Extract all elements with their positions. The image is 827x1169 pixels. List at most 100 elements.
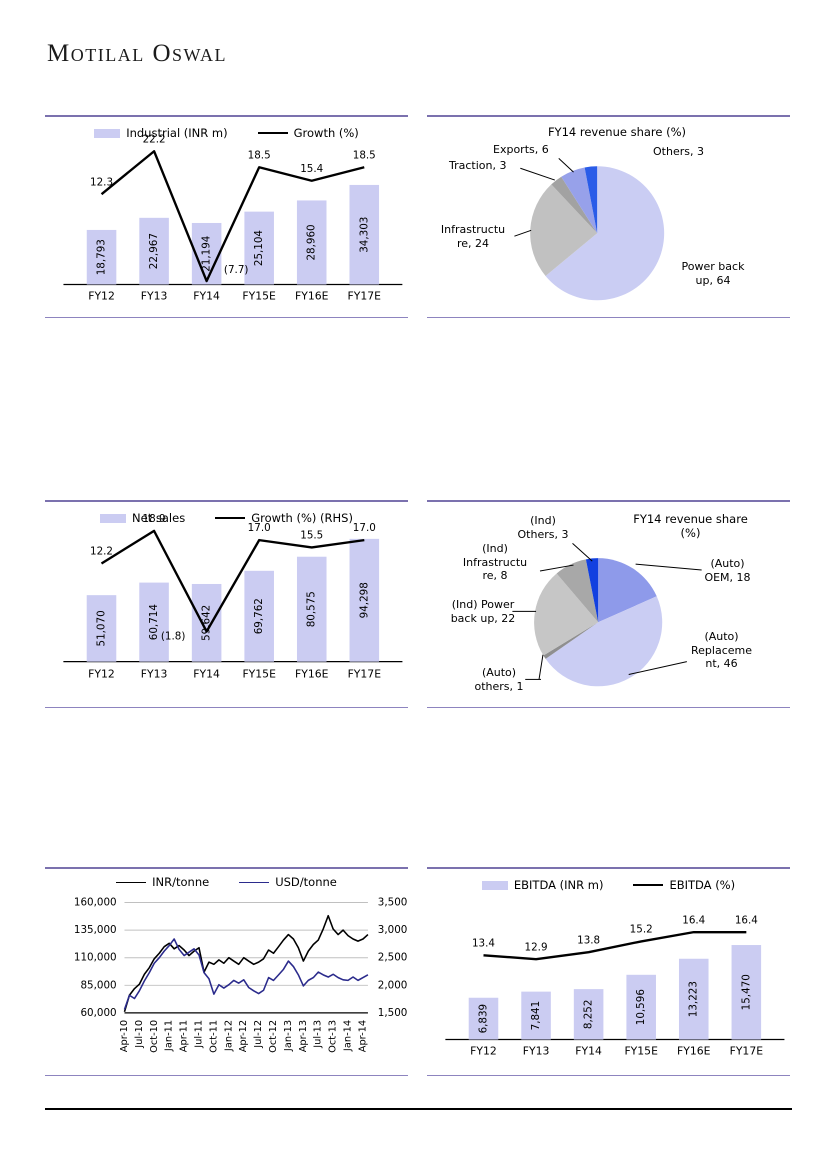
svg-text:FY13: FY13 [523,1044,550,1057]
svg-text:10,596: 10,596 [635,989,647,1025]
svg-text:94,298: 94,298 [358,582,370,618]
svg-text:22,967: 22,967 [148,233,160,269]
svg-text:15.5: 15.5 [300,530,323,542]
pie-title: FY14 revenue share (%) [633,512,748,540]
svg-text:FY15E: FY15E [624,1044,658,1057]
svg-text:60,000: 60,000 [80,1007,116,1019]
legend-label-usd-tonne: USD/tonne [275,875,337,889]
line-swatch-icon [633,884,664,886]
svg-text:Jul-11: Jul-11 [194,1020,205,1049]
svg-text:60,714: 60,714 [148,604,160,640]
svg-text:Jan-12: Jan-12 [223,1020,234,1052]
net-sales-chart: 51,070 FY12 60,714 FY13 59,642 FY14 69,762 FY15… [63,513,403,680]
svg-text:Apr-10: Apr-10 [119,1020,130,1052]
legend-label-ebitda-pct: EBITDA (%) [669,878,736,892]
svg-text:Jul-12: Jul-12 [253,1020,264,1049]
svg-text:Apr-13: Apr-13 [298,1020,309,1052]
svg-text:8,252: 8,252 [583,1000,595,1030]
legend-label-industrial: Industrial (INR m) [126,126,228,140]
panel-industrial-revenue: Industrial (INR m) Growth (%) 18,793 FY12… [45,115,408,318]
svg-text:Apr-14: Apr-14 [357,1020,368,1052]
svg-text:Jul-10: Jul-10 [134,1020,145,1049]
svg-text:21,194: 21,194 [201,236,213,272]
svg-text:15.4: 15.4 [300,163,323,175]
svg-text:Jan-13: Jan-13 [283,1020,294,1052]
svg-text:110,000: 110,000 [74,952,117,964]
svg-text:15.2: 15.2 [630,924,653,936]
svg-text:59,642: 59,642 [201,605,213,641]
panel-lead-price: INR/tonne USD/tonne 160,000 3,500 135,000 3… [45,867,408,1076]
svg-text:FY14: FY14 [193,667,220,680]
pie-label-others: Others, 3 [653,145,704,158]
svg-text:Oct-13: Oct-13 [328,1020,339,1053]
svg-text:3,500: 3,500 [378,897,408,909]
svg-text:3,000: 3,000 [378,924,408,936]
svg-text:13,223: 13,223 [688,981,700,1017]
svg-text:FY16E: FY16E [295,667,329,680]
svg-text:135,000: 135,000 [74,924,117,936]
svg-text:18.5: 18.5 [353,149,376,161]
pie-label-auto-replacement: (Auto) Replaceme nt, 46 [691,630,752,670]
ebitda-chart: 6,839 FY12 7,841 FY13 8,252 FY14 10,596 FY15E 13… [445,914,785,1057]
svg-text:2,000: 2,000 [378,979,408,991]
svg-text:Apr-11: Apr-11 [179,1020,190,1052]
pie-label-auto-others: (Auto) others, 1 [474,666,524,693]
svg-text:80,575: 80,575 [306,591,318,627]
svg-text:6,839: 6,839 [477,1004,489,1034]
svg-text:17.0: 17.0 [353,522,376,534]
svg-text:FY15E: FY15E [242,667,276,680]
svg-text:12.2: 12.2 [90,546,113,558]
legend-industrial: Industrial (INR m) Growth (%) [45,126,408,140]
panel-ebitda: EBITDA (INR m) EBITDA (%) 6,839 FY12 7,841… [427,867,790,1076]
svg-text:FY16E: FY16E [295,289,329,302]
line-swatch-navy-icon [239,881,270,883]
fy14-revenue-share-pie [514,158,665,301]
svg-text:(7.7): (7.7) [224,264,248,276]
bar-swatch-icon [100,513,127,523]
svg-text:25,104: 25,104 [253,230,265,266]
pie-label-traction: Traction, 3 [449,159,507,172]
svg-text:16.4: 16.4 [735,914,758,926]
pie-label-ind-others: (Ind) Others, 3 [517,514,569,541]
svg-text:FY17E: FY17E [348,289,382,302]
svg-text:1,500: 1,500 [378,1007,408,1019]
panel-net-sales: Net sales Growth (%) (RHS) 51,070 FY12 60,… [45,500,408,708]
fy14-revenue-share-detail-pie [512,543,702,687]
svg-text:FY13: FY13 [141,289,168,302]
svg-text:FY13: FY13 [141,667,168,680]
footer-rule [45,1108,792,1110]
svg-text:15,470: 15,470 [740,974,752,1010]
legend-label-growth-rhs: Growth (%) (RHS) [251,511,353,525]
svg-text:34,303: 34,303 [358,217,370,253]
svg-text:2,500: 2,500 [378,952,408,964]
pie-label-infrastructure: Infrastructu re, 24 [440,223,506,250]
bar-swatch-icon [481,880,508,890]
svg-text:Jan-11: Jan-11 [164,1020,175,1052]
svg-text:18.5: 18.5 [248,149,271,161]
svg-text:28,960: 28,960 [306,224,318,260]
svg-text:FY16E: FY16E [677,1044,711,1057]
industrial-revenue-chart: 18,793 FY12 22,967 FY13 21,194 FY14 25,104 FY15… [63,133,403,302]
bar-swatch-icon [94,128,121,138]
svg-text:FY12: FY12 [88,667,115,680]
svg-text:(1.8): (1.8) [161,630,185,642]
legend-label-inr-tonne: INR/tonne [152,875,210,889]
line-swatch-icon [215,517,246,519]
svg-text:Jan-14: Jan-14 [343,1020,354,1052]
pie-label-exports: Exports, 6 [493,143,549,156]
pie-label-power-back-up: Power back up, 64 [681,260,745,287]
svg-text:22.2: 22.2 [143,133,166,145]
legend-ebitda: EBITDA (INR m) EBITDA (%) [427,878,790,892]
svg-text:160,000: 160,000 [74,897,117,909]
panel-fy14-revenue-share: FY14 revenue share (%) Exports, 6 Tracti… [427,115,790,318]
svg-text:16.4: 16.4 [682,914,705,926]
svg-text:13.8: 13.8 [577,934,600,946]
svg-text:FY17E: FY17E [730,1044,764,1057]
svg-text:Oct-12: Oct-12 [268,1020,279,1053]
motilal-oswal-logo: Motilal Oswal [47,40,228,67]
svg-text:12.9: 12.9 [525,941,548,953]
svg-text:Oct-10: Oct-10 [149,1020,160,1053]
svg-text:Jul-13: Jul-13 [313,1020,324,1049]
pie-title: FY14 revenue share (%) [547,125,687,139]
legend-label-growth: Growth (%) [293,126,359,140]
